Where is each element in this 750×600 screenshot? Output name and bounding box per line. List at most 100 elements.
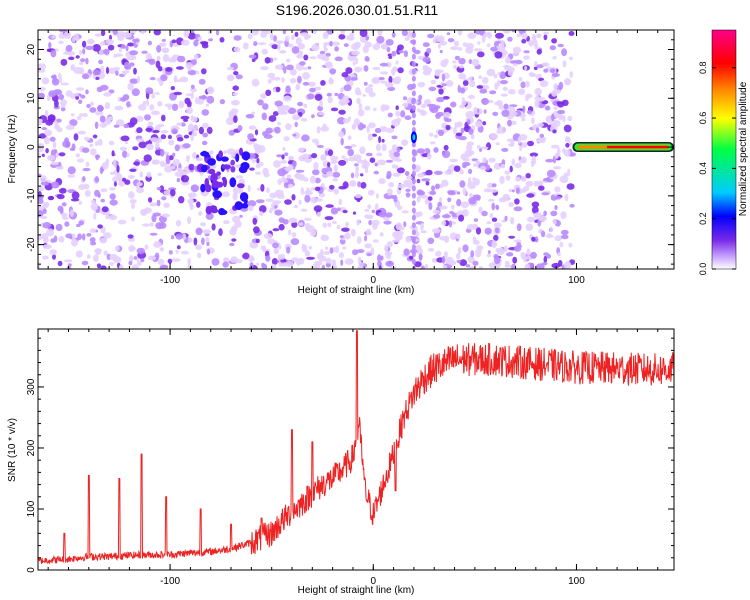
heatmap-cell <box>376 35 385 44</box>
heatmap-cell <box>124 140 128 145</box>
heatmap-cell <box>272 228 280 232</box>
heatmap-cell <box>381 138 385 143</box>
heatmap-cell <box>553 106 558 110</box>
heatmap-cell <box>468 266 476 269</box>
heatmap-cell <box>411 119 416 126</box>
heatmap-cell <box>175 250 179 254</box>
heatmap-cell <box>357 265 364 269</box>
heatmap-cell <box>316 126 321 134</box>
heatmap-cell <box>516 223 522 232</box>
heatmap-cell <box>247 33 253 40</box>
heatmap-cell <box>205 212 214 220</box>
heatmap-cell <box>129 246 136 250</box>
heatmap-cell <box>275 40 285 44</box>
heatmap-cell <box>223 150 227 155</box>
heatmap-cell <box>405 235 412 243</box>
heatmap-cell <box>40 181 50 186</box>
heatmap-cell <box>333 164 338 173</box>
heatmap-cell <box>188 199 193 207</box>
heatmap-cell <box>277 121 281 126</box>
heatmap-cell <box>65 44 73 52</box>
heatmap-cell <box>271 258 278 265</box>
heatmap-cell <box>563 172 568 179</box>
heatmap-cell <box>159 247 164 251</box>
heatmap-cell <box>92 44 101 52</box>
heatmap-cell <box>504 245 508 253</box>
heatmap-cell <box>411 156 416 163</box>
heatmap-cell <box>121 70 130 74</box>
heatmap-cell <box>282 30 287 35</box>
heatmap-cell <box>385 260 395 267</box>
heatmap-cell <box>133 256 137 260</box>
heatmap-cell <box>411 31 416 38</box>
heatmap-cell <box>287 107 297 115</box>
heatmap-cell <box>502 86 508 91</box>
heatmap-cell <box>411 236 416 243</box>
heatmap-cell <box>196 201 201 208</box>
heatmap-cell <box>458 73 467 80</box>
heatmap-cell <box>303 67 308 71</box>
heatmap-cell <box>96 86 103 93</box>
heatmap-cell <box>310 187 316 191</box>
heatmap-cell <box>96 263 102 269</box>
heatmap-cell <box>140 258 145 263</box>
heatmap-cell <box>108 262 115 266</box>
heatmap-cell <box>549 226 554 233</box>
heatmap-cell <box>58 93 64 101</box>
heatmap-cell <box>364 243 372 249</box>
heatmap-cell <box>145 127 153 132</box>
heatmap-cell <box>195 244 203 250</box>
heatmap-cell <box>314 177 321 184</box>
heatmap-cell <box>494 222 502 228</box>
heatmap-cell <box>271 44 279 50</box>
heatmap-cell <box>409 248 418 254</box>
heatmap-cell <box>288 155 294 161</box>
heatmap-cell <box>397 44 404 51</box>
heatmap-cell <box>310 175 316 184</box>
heatmap-cell <box>475 227 482 235</box>
heatmap-cell <box>230 159 235 166</box>
heatmap-cell <box>302 81 310 86</box>
heatmap-cell <box>551 262 561 269</box>
heatmap-cell <box>329 68 337 75</box>
heatmap-cell <box>526 110 533 115</box>
heatmap-cell <box>301 243 305 249</box>
heatmap-cluster-cell <box>201 150 208 156</box>
heatmap-cell <box>290 238 300 246</box>
heatmap-cell <box>206 241 210 247</box>
heatmap-cell <box>557 102 565 108</box>
heatmap-cell <box>171 103 179 112</box>
heatmap-cell <box>450 46 459 51</box>
heatmap-cell <box>403 96 407 101</box>
heatmap-cell <box>38 63 47 70</box>
heatmap-cell <box>460 201 469 209</box>
heatmap-cell <box>459 65 464 69</box>
heatmap-cell <box>393 194 398 203</box>
heatmap-cell <box>431 185 436 192</box>
heatmap-cell <box>306 256 315 260</box>
heatmap-cell <box>274 100 284 107</box>
heatmap-cell <box>149 232 158 236</box>
heatmap-cell <box>278 223 285 231</box>
heatmap-cell <box>437 35 445 43</box>
heatmap-cell <box>193 54 199 61</box>
heatmap-cell <box>378 211 387 218</box>
heatmap-cell <box>427 33 435 39</box>
heatmap-cell <box>429 132 434 137</box>
heatmap-cell <box>231 227 235 232</box>
heatmap-cell <box>332 171 341 178</box>
heatmap-cell <box>395 110 401 117</box>
heatmap-cell <box>375 193 379 199</box>
heatmap-cell <box>458 58 466 65</box>
heatmap-cell <box>201 237 205 246</box>
heatmap-cell <box>288 217 298 223</box>
heatmap-cell <box>408 255 414 260</box>
heatmap-cell <box>482 76 489 84</box>
heatmap-cell <box>114 245 120 251</box>
heatmap-cell <box>507 106 515 114</box>
heatmap-cell <box>78 184 86 191</box>
heatmap-cell <box>486 43 491 48</box>
heatmap-cell <box>264 57 271 64</box>
heatmap-cell <box>525 80 530 88</box>
colorbar-gradient <box>711 29 737 270</box>
